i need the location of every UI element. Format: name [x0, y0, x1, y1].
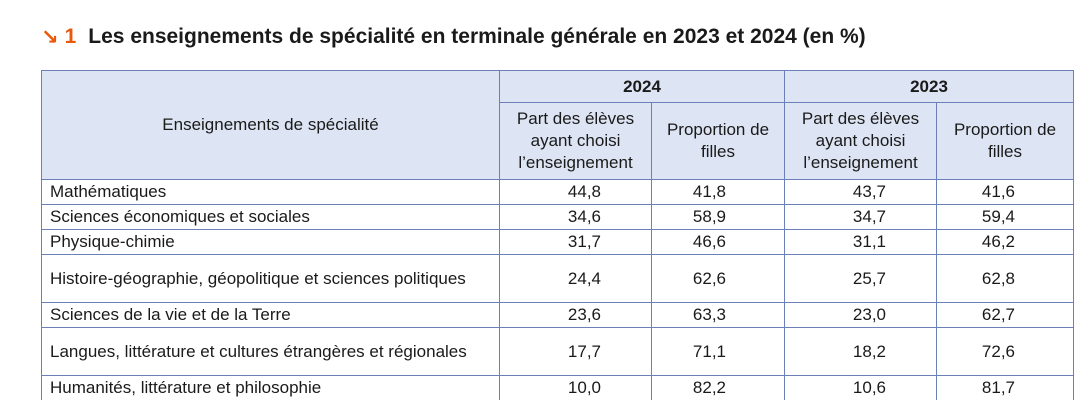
- girls-2024: 71,1: [651, 327, 785, 376]
- year-header-2024: 2024: [499, 70, 785, 103]
- share-2024: 10,0: [499, 375, 652, 400]
- girls-2024: 41,8: [651, 179, 785, 205]
- table-row: Sciences de la vie et de la Terre 23,6 6…: [41, 302, 1074, 328]
- share-2023: 43,7: [784, 179, 937, 205]
- girls-2023: 62,7: [936, 302, 1074, 328]
- figure-title: ↘ 1 Les enseignements de spécialité en t…: [41, 20, 866, 54]
- specialty-table: Enseignements de spécialité 2024 2023 Pa…: [41, 70, 1074, 400]
- table-row: Physique-chimie 31,7 46,6 31,1 46,2: [41, 229, 1074, 255]
- subheader-girls-2024: Proportion de filles: [651, 102, 785, 180]
- share-2023: 10,6: [784, 375, 937, 400]
- share-2023: 23,0: [784, 302, 937, 328]
- share-2024: 34,6: [499, 204, 652, 230]
- specialty-name: Sciences économiques et sociales: [41, 204, 500, 230]
- girls-2024: 63,3: [651, 302, 785, 328]
- subheader-share-2023: Part des élèves ayant choisi l’enseignem…: [784, 102, 937, 180]
- share-2024: 24,4: [499, 254, 652, 303]
- share-2023: 34,7: [784, 204, 937, 230]
- girls-2023: 72,6: [936, 327, 1074, 376]
- girls-2023: 46,2: [936, 229, 1074, 255]
- specialty-name: Langues, littérature et cultures étrangè…: [41, 327, 500, 376]
- row-header: Enseignements de spécialité: [41, 70, 500, 180]
- figure-number: 1: [64, 25, 77, 48]
- specialty-name: Humanités, littérature et philosophie: [41, 375, 500, 400]
- share-2023: 31,1: [784, 229, 937, 255]
- share-2023: 25,7: [784, 254, 937, 303]
- year-header-2023: 2023: [784, 70, 1074, 103]
- table-row: Mathématiques 44,8 41,8 43,7 41,6: [41, 179, 1074, 205]
- girls-2024: 58,9: [651, 204, 785, 230]
- arrow-down-right-icon: ↘: [41, 25, 59, 49]
- share-2024: 17,7: [499, 327, 652, 376]
- table-row: Humanités, littérature et philosophie 10…: [41, 375, 1074, 400]
- table-row: Sciences économiques et sociales 34,6 58…: [41, 204, 1074, 230]
- table-row: Histoire-géographie, géopolitique et sci…: [41, 254, 1074, 303]
- figure-title-text: Les enseignements de spécialité en termi…: [88, 25, 866, 48]
- specialty-name: Histoire-géographie, géopolitique et sci…: [41, 254, 500, 303]
- girls-2024: 46,6: [651, 229, 785, 255]
- subheader-share-2024: Part des élèves ayant choisi l’enseignem…: [499, 102, 652, 180]
- share-2024: 44,8: [499, 179, 652, 205]
- specialty-name: Sciences de la vie et de la Terre: [41, 302, 500, 328]
- girls-2024: 82,2: [651, 375, 785, 400]
- specialty-name: Physique-chimie: [41, 229, 500, 255]
- girls-2023: 62,8: [936, 254, 1074, 303]
- specialty-name: Mathématiques: [41, 179, 500, 205]
- girls-2023: 59,4: [936, 204, 1074, 230]
- girls-2023: 41,6: [936, 179, 1074, 205]
- girls-2024: 62,6: [651, 254, 785, 303]
- share-2023: 18,2: [784, 327, 937, 376]
- share-2024: 31,7: [499, 229, 652, 255]
- girls-2023: 81,7: [936, 375, 1074, 400]
- table-row: Langues, littérature et cultures étrangè…: [41, 327, 1074, 376]
- share-2024: 23,6: [499, 302, 652, 328]
- subheader-girls-2023: Proportion de filles: [936, 102, 1074, 180]
